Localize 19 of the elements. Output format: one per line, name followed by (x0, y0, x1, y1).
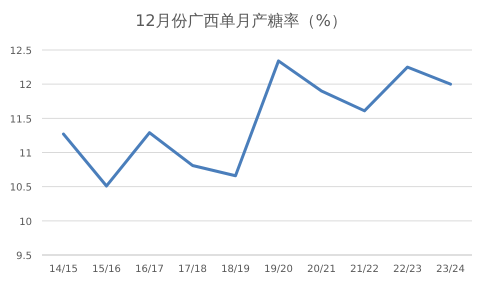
y-tick-label: 11 (19, 148, 32, 160)
x-tick-label: 17/18 (178, 264, 207, 275)
x-tick-label: 18/19 (221, 264, 250, 275)
x-tick-label: 20/21 (307, 264, 336, 275)
line-series (62, 59, 452, 188)
y-tick-label: 9.5 (16, 251, 32, 262)
y-tick-label: 11.5 (10, 114, 32, 126)
x-tick-label: 14/15 (49, 264, 78, 275)
x-tick-label: 23/24 (436, 264, 465, 275)
x-tick-label: 16/17 (135, 264, 164, 275)
y-tick-label: 12.5 (10, 46, 32, 57)
y-tick-label: 10 (19, 216, 32, 228)
y-tick-label: 12 (19, 80, 32, 92)
x-tick-label: 19/20 (264, 264, 293, 275)
x-tick-label: 15/16 (92, 264, 121, 275)
x-tick-label: 21/22 (350, 264, 379, 275)
y-tick-label: 10.5 (10, 182, 32, 194)
x-tick-label: 22/23 (393, 264, 422, 275)
chart-title: 12月份广西单月产糖率（%） (135, 11, 347, 30)
